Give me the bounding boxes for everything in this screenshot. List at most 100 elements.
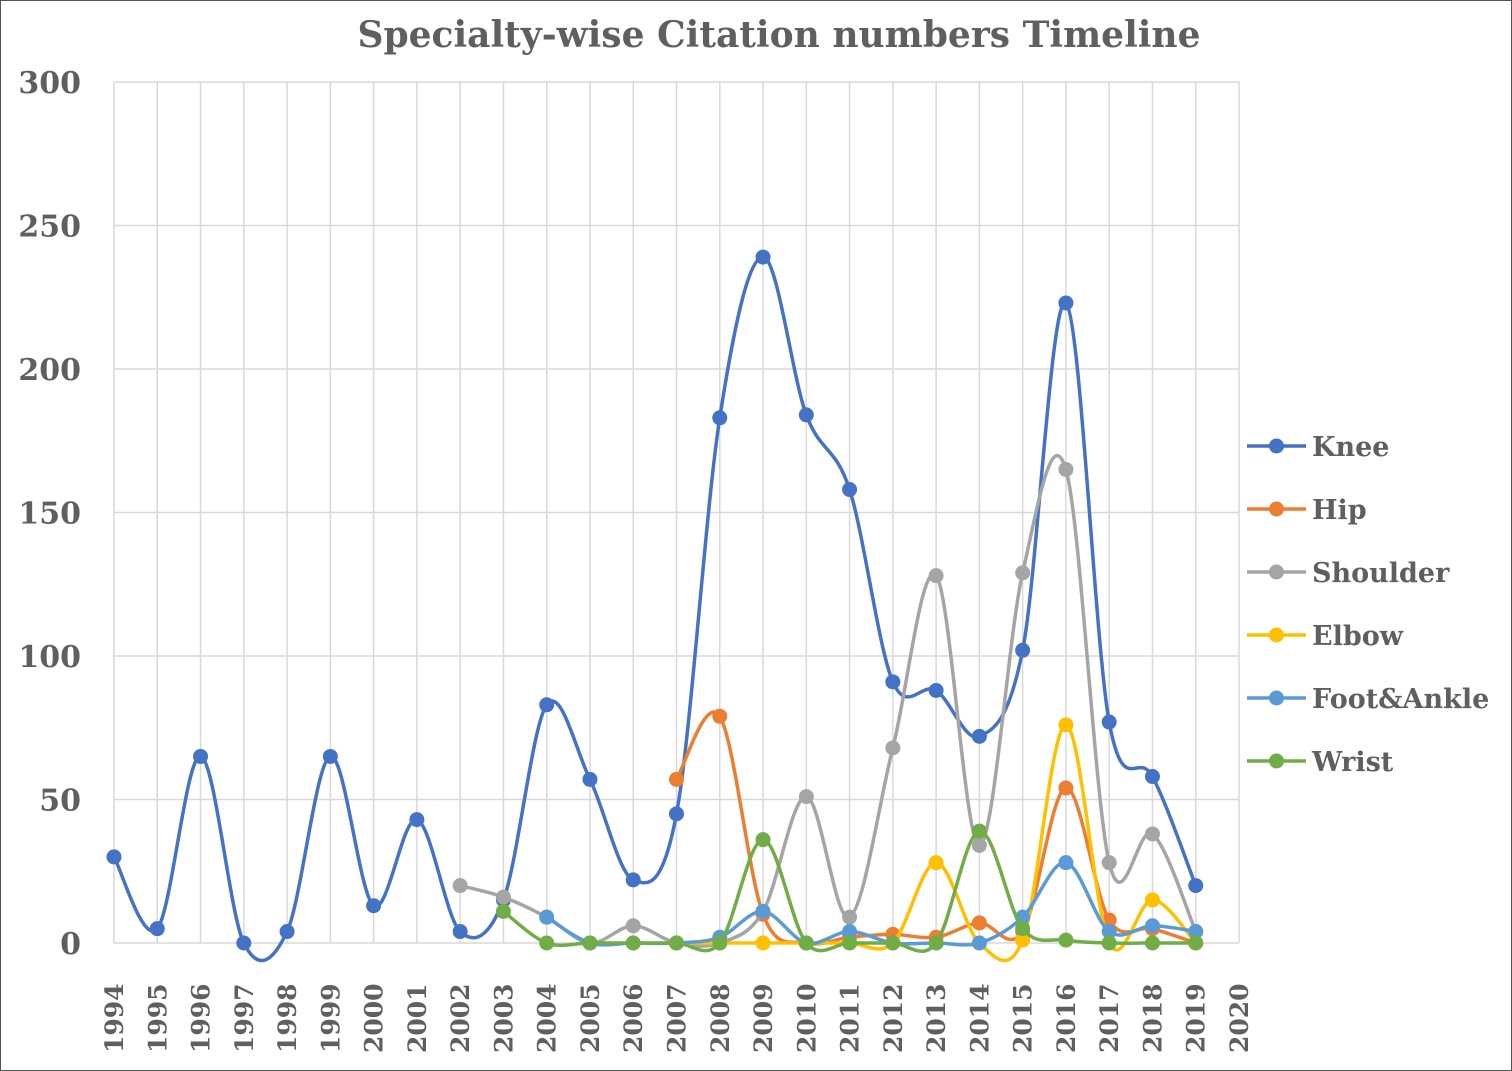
data-point-wrist xyxy=(1101,935,1117,951)
legend-swatch-marker xyxy=(1269,690,1284,706)
y-tick-label: 200 xyxy=(18,353,81,388)
legend-swatch-marker xyxy=(1269,753,1284,769)
data-point-shoulder xyxy=(625,918,641,934)
x-tick-label: 2007 xyxy=(663,983,692,1053)
x-tick-label: 2009 xyxy=(749,983,778,1053)
y-tick-label: 250 xyxy=(18,210,81,245)
data-point-foot-ankle xyxy=(971,935,987,951)
chart-title: Specialty-wise Citation numbers Timeline xyxy=(357,14,1200,56)
data-point-foot-ankle xyxy=(1188,924,1204,940)
data-point-knee xyxy=(1144,769,1160,785)
series-line-knee xyxy=(112,255,1198,963)
data-point-knee xyxy=(755,249,771,265)
data-point-elbow xyxy=(1144,892,1160,908)
data-point-wrist xyxy=(885,935,901,951)
data-point-elbow xyxy=(1015,932,1031,948)
data-point-wrist xyxy=(1015,921,1031,937)
data-point-knee xyxy=(842,482,858,498)
data-point-knee xyxy=(149,921,165,937)
x-tick-label: 2016 xyxy=(1052,983,1081,1053)
data-point-knee xyxy=(798,407,814,423)
data-point-wrist xyxy=(625,935,641,951)
data-point-wrist xyxy=(971,823,987,839)
legend-item-foot-ankle: Foot&Ankle xyxy=(1247,684,1489,715)
x-tick-label: 2013 xyxy=(922,983,951,1053)
data-point-knee xyxy=(1188,878,1204,894)
data-point-knee xyxy=(193,748,209,764)
data-point-wrist xyxy=(1144,935,1160,951)
y-tick-label: 300 xyxy=(18,66,81,101)
x-axis-tick-labels: 1994 1995 1996 1997 1998 1999 2000 2001 2002 2003… xyxy=(100,983,1254,1053)
x-tick-label: 1998 xyxy=(273,983,302,1053)
data-point-elbow xyxy=(928,855,944,871)
data-point-wrist xyxy=(495,903,511,919)
data-point-shoulder xyxy=(971,837,987,853)
x-tick-label: 2020 xyxy=(1225,983,1254,1053)
legend-label: Knee xyxy=(1312,432,1389,463)
data-point-wrist xyxy=(755,832,771,848)
legend-label: Hip xyxy=(1312,495,1367,526)
data-point-hip xyxy=(1101,912,1117,928)
data-point-wrist xyxy=(842,935,858,951)
data-point-knee xyxy=(236,935,252,951)
data-point-knee xyxy=(409,812,425,828)
y-tick-label: 50 xyxy=(39,784,81,819)
data-point-hip xyxy=(971,915,987,931)
gridlines xyxy=(113,81,1240,944)
data-point-knee xyxy=(1015,642,1031,658)
data-point-knee xyxy=(885,674,901,690)
data-point-hip xyxy=(669,771,684,787)
data-point-wrist xyxy=(928,935,944,951)
data-point-shoulder xyxy=(1101,855,1117,871)
legend-label: Foot&Ankle xyxy=(1312,684,1489,715)
data-point-shoulder xyxy=(1144,826,1160,842)
data-point-elbow xyxy=(1058,717,1074,733)
data-point-foot-ankle xyxy=(1058,855,1074,871)
y-tick-label: 100 xyxy=(18,640,81,675)
y-axis-tick-labels: 0 50 100 150 200 250 300 xyxy=(18,66,81,962)
data-point-wrist xyxy=(1188,935,1204,951)
y-tick-label: 0 xyxy=(60,927,81,962)
data-point-knee xyxy=(712,410,728,426)
x-tick-label: 2017 xyxy=(1095,983,1124,1053)
series-lines xyxy=(106,249,1204,963)
x-tick-label: 2008 xyxy=(706,983,735,1053)
data-point-wrist xyxy=(582,935,598,951)
x-tick-label: 2005 xyxy=(576,983,605,1053)
data-point-foot-ankle xyxy=(539,909,555,925)
series-wrist xyxy=(495,823,1204,953)
legend-label: Wrist xyxy=(1311,747,1394,778)
data-point-hip xyxy=(712,708,728,724)
x-tick-label: 1999 xyxy=(316,983,345,1053)
data-point-knee xyxy=(625,872,641,888)
legend-item-hip: Hip xyxy=(1247,495,1367,526)
x-tick-label: 2006 xyxy=(619,983,648,1053)
legend-swatch-marker xyxy=(1269,564,1284,580)
data-point-shoulder xyxy=(495,889,511,905)
data-point-wrist xyxy=(798,935,814,951)
data-point-wrist xyxy=(669,935,684,951)
x-tick-label: 2010 xyxy=(792,983,821,1053)
data-point-wrist xyxy=(712,935,728,951)
data-point-wrist xyxy=(1058,932,1074,948)
legend-swatch-marker xyxy=(1269,438,1284,454)
data-point-knee xyxy=(582,771,598,787)
data-point-shoulder xyxy=(452,878,468,894)
x-tick-label: 2003 xyxy=(489,983,518,1053)
x-tick-label: 2004 xyxy=(533,983,562,1053)
legend-item-knee: Knee xyxy=(1247,432,1389,463)
data-point-shoulder xyxy=(885,740,901,756)
data-point-foot-ankle xyxy=(842,924,858,940)
data-point-elbow xyxy=(755,935,771,951)
legend-label: Elbow xyxy=(1312,621,1404,652)
y-tick-label: 150 xyxy=(18,497,81,532)
data-point-knee xyxy=(106,849,122,865)
legend-item-shoulder: Shoulder xyxy=(1247,558,1450,589)
x-tick-label: 2015 xyxy=(1009,983,1038,1053)
legend-swatch-marker xyxy=(1269,627,1284,643)
legend: Knee Hip Shoulder Elbow Foot&Ankle Wrist xyxy=(1247,432,1489,778)
data-point-knee xyxy=(539,697,555,713)
data-point-knee xyxy=(1058,295,1074,311)
